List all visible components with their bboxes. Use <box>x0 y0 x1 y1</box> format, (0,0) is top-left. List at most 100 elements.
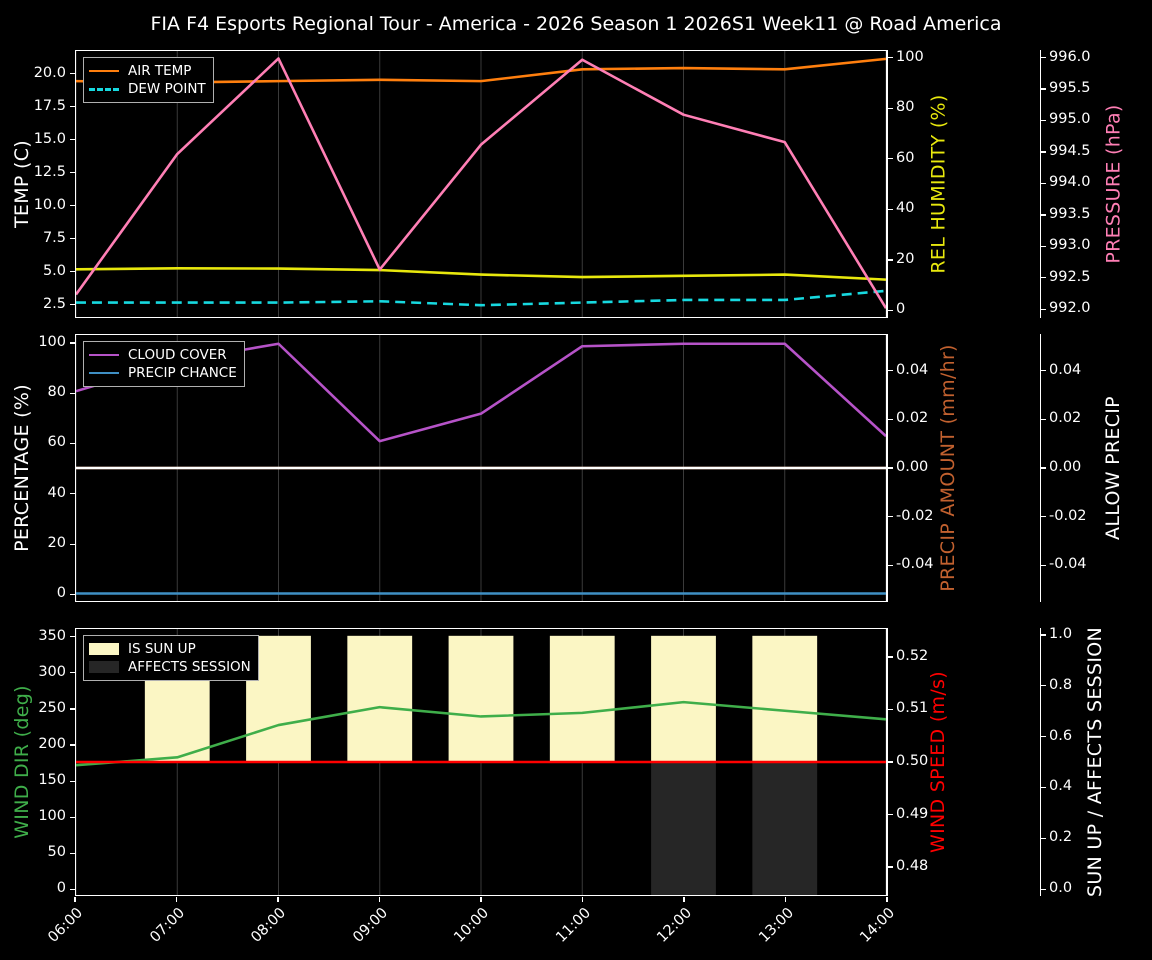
tick-label: 0.0 <box>1049 880 1073 897</box>
tick-label: 12.5 <box>33 163 66 180</box>
tick-label: 250 <box>38 699 66 716</box>
axis-spine <box>887 50 889 318</box>
tick-mark <box>1041 308 1046 310</box>
affects-session-bar <box>651 762 716 895</box>
tick-label: 0.04 <box>1049 361 1082 378</box>
tick-mark <box>888 158 893 160</box>
tick-mark <box>1041 245 1046 247</box>
tick-label: 994.5 <box>1049 142 1091 159</box>
tick-mark <box>1041 888 1046 890</box>
tick-label: 0.6 <box>1049 727 1073 744</box>
legend-patch <box>89 643 119 655</box>
tick-mark <box>70 442 75 445</box>
series-line-dew-point <box>76 289 886 307</box>
tick-label: 17.5 <box>33 97 66 114</box>
tick-mark <box>1041 685 1046 687</box>
sun-up-bar <box>347 635 413 762</box>
tick-mark <box>70 493 75 495</box>
tick-label: 995.0 <box>1049 111 1091 128</box>
tick-mark <box>1041 467 1046 469</box>
tick-mark <box>888 208 893 210</box>
time-tick-label: 10:00 <box>451 905 493 946</box>
tick-label: 150 <box>38 772 66 789</box>
tick-label: 80 <box>896 99 915 116</box>
sun-up-bar <box>549 635 615 762</box>
tick-mark <box>70 271 75 273</box>
tick-label: 15.0 <box>33 130 66 147</box>
tick-label: 993.5 <box>1049 205 1091 222</box>
tick-mark <box>70 304 75 306</box>
legend-entry: DEW POINT <box>89 80 206 98</box>
tick-mark <box>480 897 482 902</box>
tick-mark <box>888 467 893 469</box>
axis-spine <box>887 628 889 896</box>
tick-label: 0.50 <box>896 753 929 769</box>
affects-session-bar <box>752 762 818 895</box>
tick-mark <box>70 708 75 710</box>
tick-label: 100 <box>38 333 66 350</box>
series-line-wind-dir <box>76 700 886 767</box>
tick-mark <box>784 897 787 902</box>
tick-mark <box>70 672 75 674</box>
tick-mark <box>1041 634 1046 636</box>
legend-line-swatch <box>89 354 119 356</box>
tick-mark <box>70 593 75 596</box>
tick-label: 0.52 <box>896 647 929 664</box>
tick-mark <box>888 761 893 763</box>
legend-wind-sun: IS SUN UP AFFECTS SESSION <box>83 635 259 681</box>
tick-label: 0.48 <box>896 858 929 875</box>
legend-line-swatch <box>89 70 119 72</box>
legend-entry: IS SUN UP <box>89 640 251 658</box>
panel-temperature: AIR TEMP DEW POINT <box>75 50 887 318</box>
tick-label: 1.0 <box>1049 625 1073 642</box>
tick-mark <box>888 708 893 711</box>
legend-patch <box>89 661 119 673</box>
tick-label: 0.04 <box>896 361 929 378</box>
tick-label: -0.04 <box>1049 556 1087 573</box>
tick-mark <box>1041 119 1046 122</box>
tick-mark <box>1041 277 1046 279</box>
tick-label: 0.02 <box>896 410 929 427</box>
tick-label: 20.0 <box>33 64 66 81</box>
tick-mark <box>70 106 75 108</box>
tick-label: 20 <box>896 250 915 267</box>
tick-label: 40 <box>896 200 915 217</box>
tick-mark <box>74 897 76 902</box>
tick-mark <box>888 866 893 868</box>
tick-label: 0.4 <box>1049 778 1073 795</box>
legend-temperature: AIR TEMP DEW POINT <box>83 57 214 103</box>
tick-label: 60 <box>47 434 66 451</box>
tick-label: 0.02 <box>1049 410 1082 427</box>
tick-label: 100 <box>38 808 66 825</box>
time-tick-label: 14:00 <box>857 905 899 946</box>
time-tick-label: 06:00 <box>45 905 87 946</box>
tick-mark <box>70 888 75 891</box>
tick-label: 40 <box>47 484 66 501</box>
tick-label: 0.00 <box>1049 459 1082 475</box>
legend-label: IS SUN UP <box>128 640 196 657</box>
tick-label: 992.5 <box>1049 268 1091 285</box>
tick-mark <box>70 172 75 174</box>
legend-line-swatch <box>89 372 119 374</box>
sun-up-bar <box>448 635 514 762</box>
tick-mark <box>1041 564 1046 567</box>
tick-mark <box>1041 786 1046 789</box>
tick-mark <box>888 813 893 816</box>
tick-mark <box>581 897 584 902</box>
tick-mark <box>888 564 893 567</box>
tick-label: -0.04 <box>896 556 934 573</box>
tick-label: 2.5 <box>42 295 66 312</box>
legend-entry: CLOUD COVER <box>89 346 237 364</box>
tick-mark <box>70 342 75 344</box>
tick-mark <box>1041 837 1046 839</box>
tick-label: 0 <box>56 880 66 897</box>
tick-label: 350 <box>38 627 66 644</box>
legend-label: AFFECTS SESSION <box>128 658 251 675</box>
legend-entry: AIR TEMP <box>89 62 206 80</box>
tick-label: 992.0 <box>1049 300 1091 317</box>
